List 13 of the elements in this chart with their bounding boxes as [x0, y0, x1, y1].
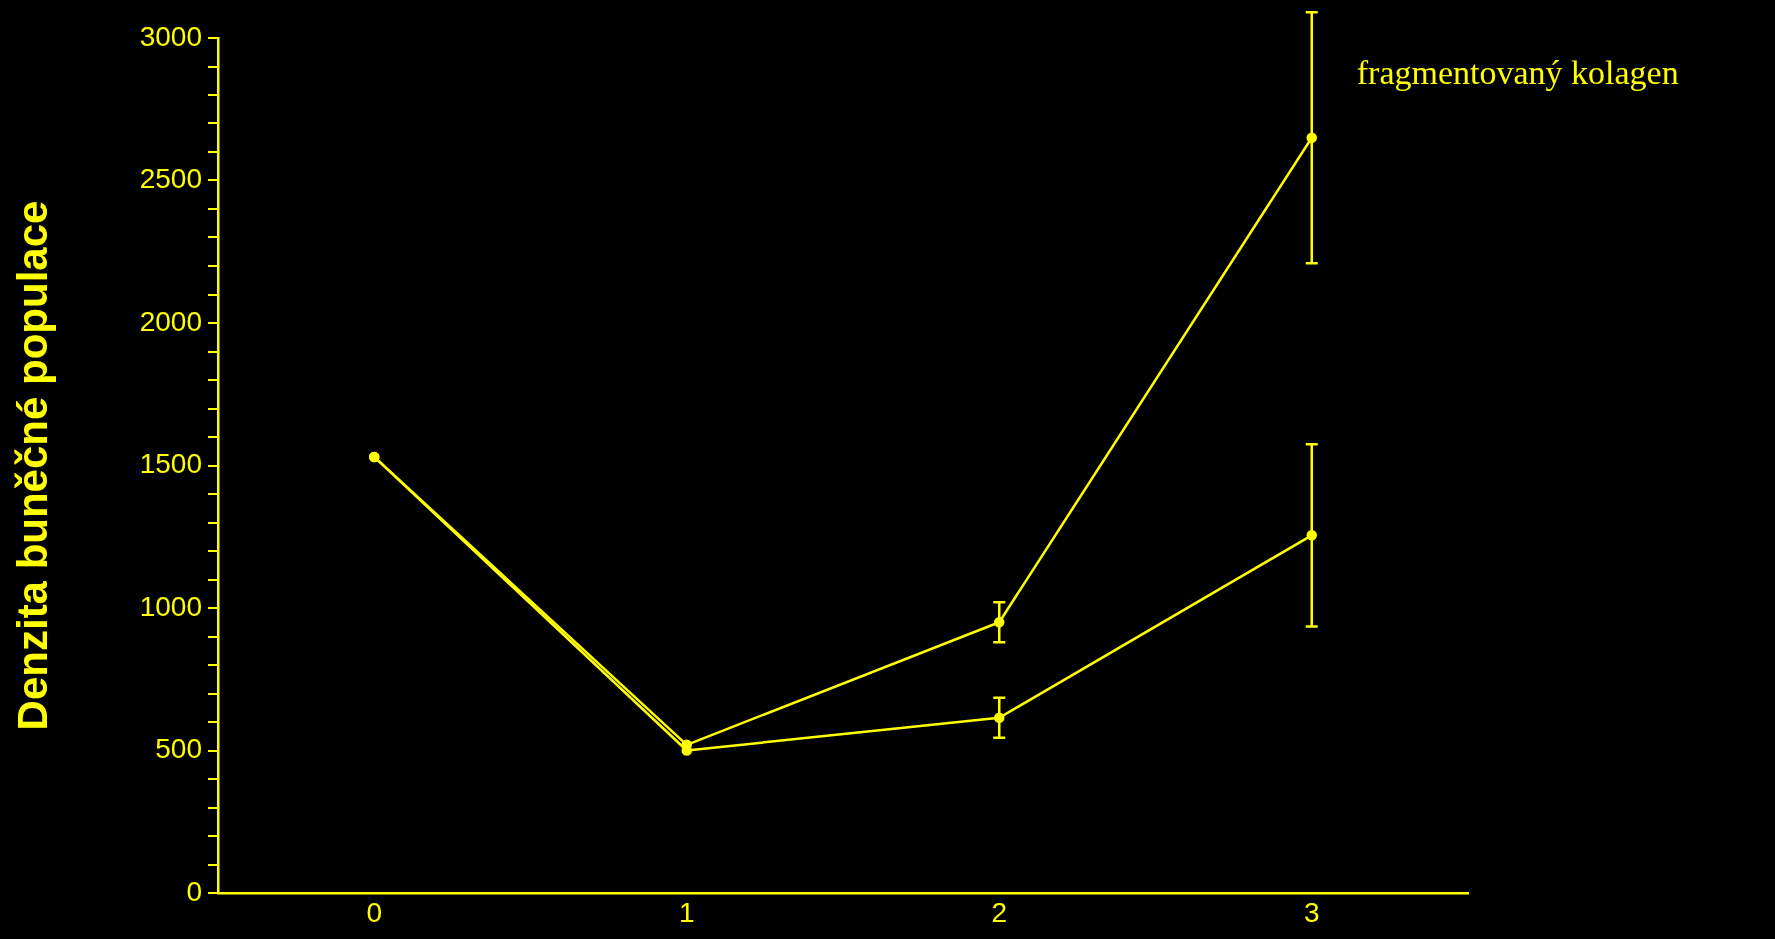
y-tick-label: 1500	[139, 448, 202, 480]
series-label: fragmentovaný kolagen	[1356, 53, 1679, 91]
x-tick-label: 2	[991, 896, 1008, 928]
x-tick-label: 1	[678, 896, 695, 928]
x-tick-label: 0	[366, 896, 383, 928]
y-tick-label: 2000	[139, 305, 202, 337]
y-tick-label: 0	[186, 875, 202, 907]
y-tick-label: 1000	[139, 590, 202, 622]
y-tick-label: 500	[155, 733, 202, 765]
y-tick-label: 3000	[139, 20, 202, 52]
y-axis-title: Denzita buněčné populace	[8, 200, 56, 731]
y-tick-label: 2500	[139, 163, 202, 195]
x-tick-label: 3	[1303, 896, 1320, 928]
